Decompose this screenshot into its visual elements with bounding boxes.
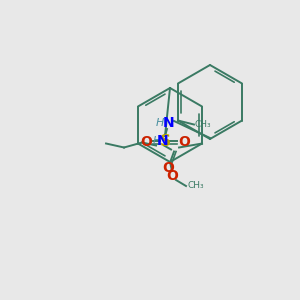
Text: N: N	[157, 134, 169, 148]
Text: O: O	[178, 135, 190, 149]
Text: O: O	[166, 169, 178, 183]
Text: O: O	[140, 135, 152, 149]
Text: H: H	[156, 118, 164, 128]
Text: H: H	[153, 136, 161, 146]
Text: N: N	[163, 116, 175, 130]
Text: CH₃: CH₃	[187, 182, 204, 190]
Text: S: S	[160, 134, 170, 149]
Text: CH₃: CH₃	[195, 120, 211, 129]
Text: O: O	[162, 160, 174, 175]
